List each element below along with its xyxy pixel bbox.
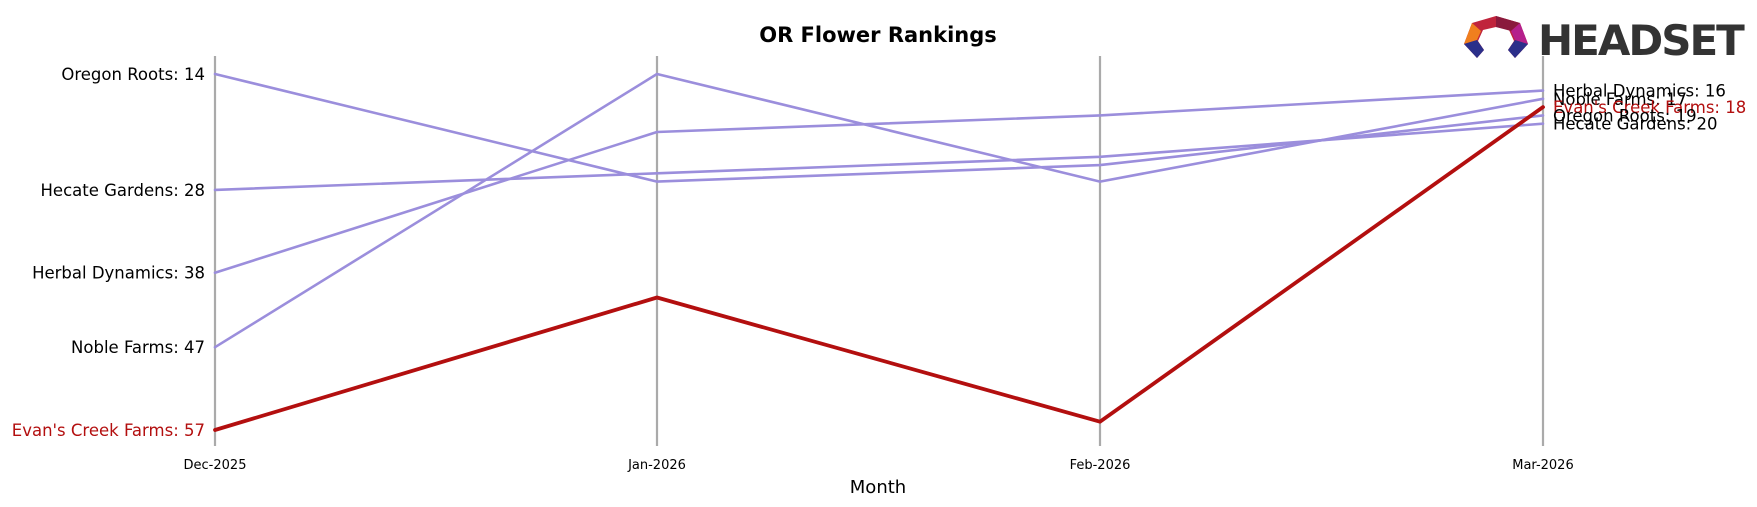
x-tick-label: Mar-2026 <box>1512 458 1573 473</box>
series-line <box>213 105 1545 432</box>
x-tick-label: Dec-2025 <box>184 458 247 473</box>
x-tick-label: Jan-2026 <box>627 458 686 473</box>
start-labels: Oregon Roots: 14 Hecate Gardens: 28 Herbal… <box>12 65 205 440</box>
series-line <box>213 122 1545 192</box>
start-label: Oregon Roots: 14 <box>61 65 205 84</box>
start-label: Herbal Dynamics: 38 <box>32 264 205 283</box>
chart-title: OR Flower Rankings <box>759 23 997 47</box>
series-lines <box>213 72 1545 432</box>
series-line <box>213 72 1545 349</box>
start-label: Hecate Gardens: 28 <box>41 181 205 200</box>
start-label: Evan's Creek Farms: 57 <box>12 421 205 440</box>
headset-logo: HEADSET <box>1464 16 1747 65</box>
x-axis-label: Month <box>850 477 906 498</box>
end-label: Herbal Dynamics: 16 <box>1553 82 1726 101</box>
x-tick-label: Feb-2026 <box>1070 458 1131 473</box>
headset-logo-text: HEADSET <box>1538 16 1745 65</box>
series-line <box>213 89 1545 275</box>
headset-logo-icon <box>1464 16 1528 58</box>
end-label: Evan's Creek Farms: 18 <box>1553 98 1746 117</box>
x-tick-labels: Dec-2025 Jan-2026 Feb-2026 Mar-2026 <box>184 458 1574 473</box>
end-label: Oregon Roots: 19 <box>1553 106 1697 125</box>
end-label: Noble Farms: 17 <box>1553 90 1687 109</box>
end-label: Hecate Gardens: 20 <box>1553 115 1717 134</box>
gridlines <box>213 56 1545 446</box>
start-label: Noble Farms: 47 <box>71 338 205 357</box>
